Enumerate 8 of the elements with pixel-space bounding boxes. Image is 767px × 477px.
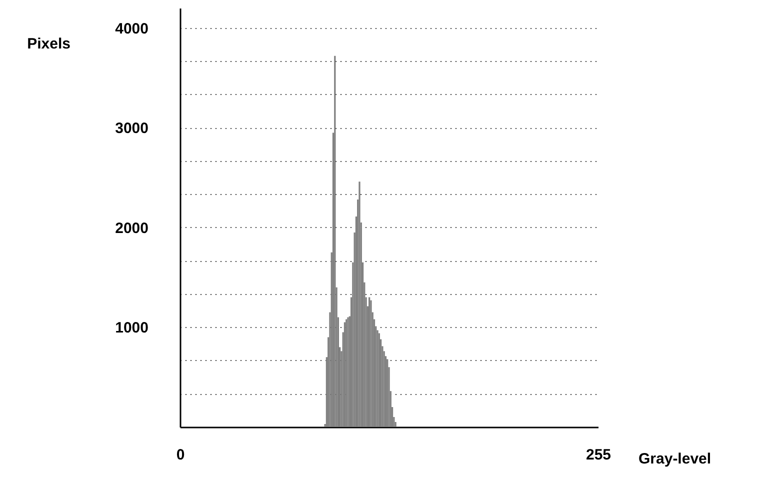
x-axis-title: Gray-level — [638, 450, 712, 468]
y-tick-label: 4000 — [115, 20, 148, 38]
y-axis-title: Pixels — [27, 36, 70, 52]
y-tick-label: 3000 — [115, 120, 148, 138]
x-tick-label: 255 — [586, 446, 612, 464]
y-tick-label: 1000 — [115, 320, 148, 337]
x-tick-label: 0 — [176, 446, 185, 464]
y-tick-label: 2000 — [115, 220, 148, 237]
